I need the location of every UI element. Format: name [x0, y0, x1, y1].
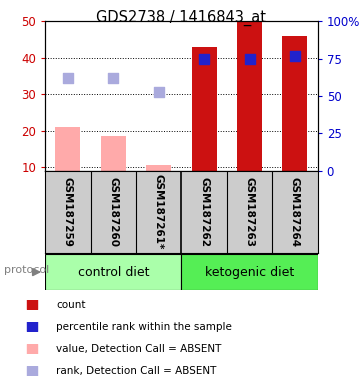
Text: GDS2738 / 1416843_at: GDS2738 / 1416843_at — [96, 10, 265, 26]
Point — [201, 56, 207, 63]
Bar — [237, 21, 262, 171]
Bar — [55, 127, 81, 171]
Bar — [146, 166, 171, 171]
Text: value, Detection Call = ABSENT: value, Detection Call = ABSENT — [56, 344, 221, 354]
Bar — [101, 136, 126, 171]
Point — [86, 285, 92, 291]
Point — [86, 307, 92, 313]
Text: GSM187263: GSM187263 — [244, 177, 255, 247]
Text: protocol: protocol — [4, 265, 49, 275]
Point — [110, 74, 116, 81]
Point — [86, 329, 92, 335]
Text: GSM187261*: GSM187261* — [154, 174, 164, 250]
Bar — [282, 36, 308, 171]
Point — [156, 89, 162, 95]
Text: GSM187264: GSM187264 — [290, 177, 300, 247]
Text: count: count — [56, 300, 86, 310]
Text: GSM187259: GSM187259 — [63, 177, 73, 247]
Bar — [182, 254, 318, 290]
Bar — [45, 254, 181, 290]
Point — [247, 56, 252, 63]
Point — [86, 263, 92, 269]
Text: ketogenic diet: ketogenic diet — [205, 266, 294, 278]
Text: control diet: control diet — [78, 266, 149, 278]
Text: percentile rank within the sample: percentile rank within the sample — [56, 322, 232, 332]
Text: rank, Detection Call = ABSENT: rank, Detection Call = ABSENT — [56, 366, 216, 376]
Bar — [192, 47, 217, 171]
Point — [292, 53, 298, 59]
Point — [65, 74, 71, 81]
Text: GSM187262: GSM187262 — [199, 177, 209, 247]
Text: GSM187260: GSM187260 — [108, 177, 118, 247]
